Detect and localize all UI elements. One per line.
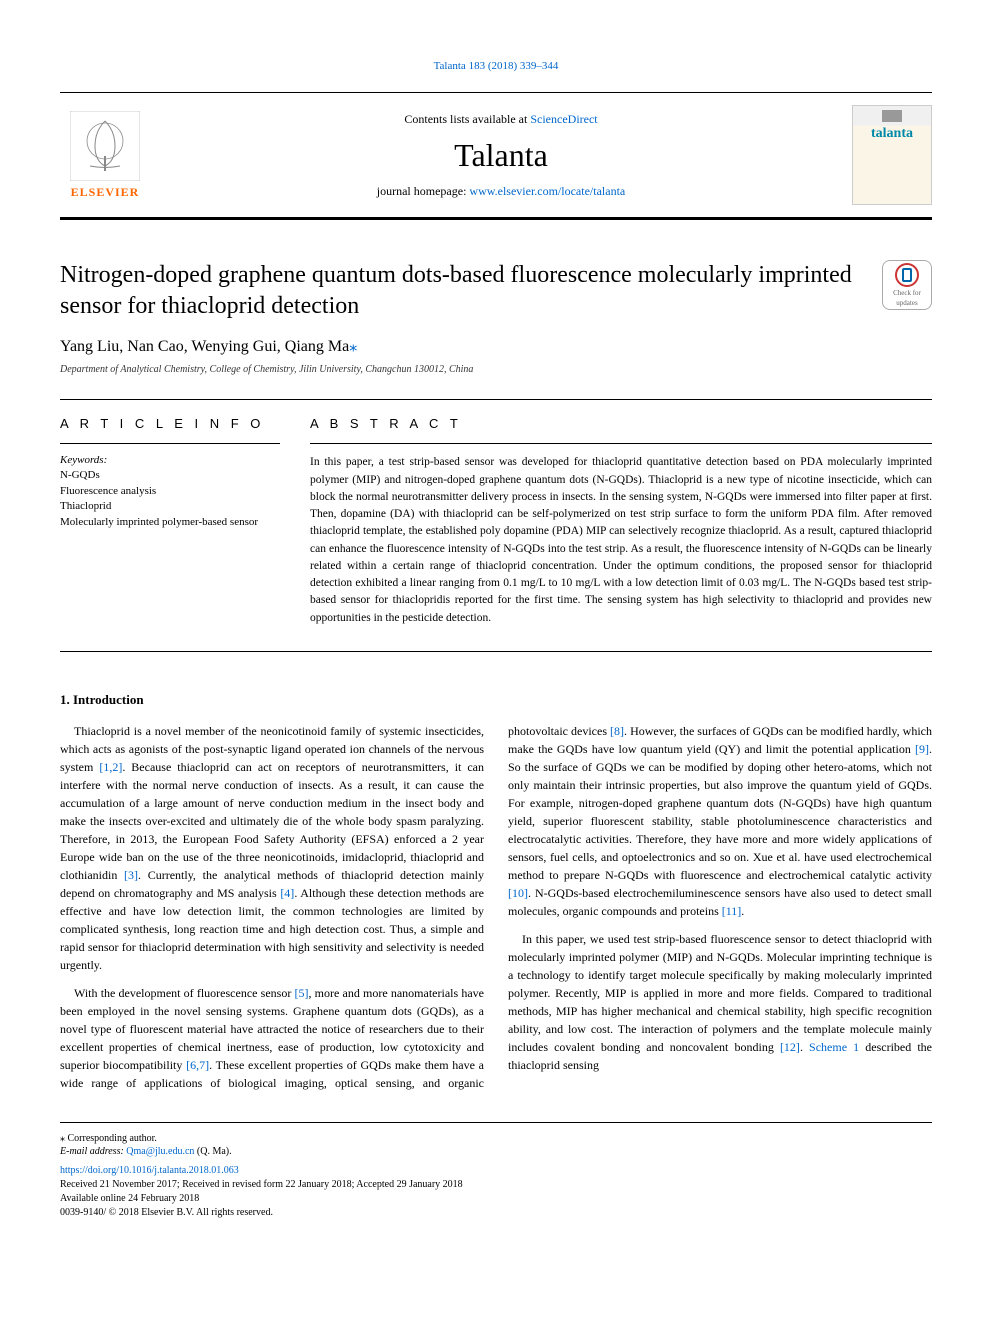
check-updates-badge[interactable]: Check for updates	[882, 260, 932, 310]
header-center: Contents lists available at ScienceDirec…	[150, 112, 852, 199]
section-heading-intro: 1. Introduction	[60, 692, 932, 708]
bookmark-icon	[902, 268, 912, 282]
keyword-3: Thiacloprid	[60, 499, 280, 514]
cover-title: talanta	[871, 126, 913, 142]
info-rule	[60, 443, 280, 444]
check-text-1: Check for	[893, 289, 921, 297]
authors: Yang Liu, Nan Cao, Wenying Gui, Qiang Ma…	[60, 336, 932, 356]
elsevier-logo[interactable]: ELSEVIER	[60, 105, 150, 205]
para-1: Thiacloprid is a novel member of the neo…	[60, 722, 484, 974]
divider-bottom	[60, 651, 932, 652]
top-citation: Talanta 183 (2018) 339–344	[60, 60, 932, 72]
ref-9[interactable]: [9]	[915, 742, 929, 756]
copyright-line: 0039-9140/ © 2018 Elsevier B.V. All righ…	[60, 1206, 932, 1220]
body-columns: Thiacloprid is a novel member of the neo…	[60, 722, 932, 1092]
email-line: E-mail address: Qma@jlu.edu.cn (Q. Ma).	[60, 1146, 932, 1157]
keywords-label: Keywords:	[60, 454, 280, 466]
corresp-marker[interactable]: ⁎	[349, 338, 357, 355]
ref-8[interactable]: [8]	[610, 724, 624, 738]
journal-name: Talanta	[454, 137, 548, 174]
homepage-line: journal homepage: www.elsevier.com/locat…	[377, 184, 625, 199]
abstract-text: In this paper, a test strip-based sensor…	[310, 454, 932, 627]
contents-line: Contents lists available at ScienceDirec…	[404, 112, 597, 127]
info-abstract-row: A R T I C L E I N F O Keywords: N-GQDs F…	[60, 416, 932, 627]
elsevier-label: ELSEVIER	[71, 185, 140, 200]
scheme-1-link[interactable]: Scheme 1	[809, 1040, 859, 1054]
affiliation: Department of Analytical Chemistry, Coll…	[60, 364, 932, 375]
citation-link[interactable]: Talanta 183 (2018) 339–344	[434, 60, 559, 72]
abstract-col: A B S T R A C T In this paper, a test st…	[310, 416, 932, 627]
title-section: Nitrogen-doped graphene quantum dots-bas…	[60, 260, 932, 322]
article-info-col: A R T I C L E I N F O Keywords: N-GQDs F…	[60, 416, 280, 627]
abstract-rule	[310, 443, 932, 444]
ref-10[interactable]: [10]	[508, 886, 528, 900]
footer: ⁎ Corresponding author. E-mail address: …	[60, 1122, 932, 1220]
article-info-heading: A R T I C L E I N F O	[60, 416, 280, 431]
introduction-section: 1. Introduction Thiacloprid is a novel m…	[60, 692, 932, 1092]
online-line: Available online 24 February 2018	[60, 1192, 932, 1206]
abstract-heading: A B S T R A C T	[310, 416, 932, 431]
elsevier-tree-icon	[70, 111, 140, 181]
ref-6-7[interactable]: [6,7]	[186, 1058, 209, 1072]
check-circle-icon	[895, 263, 919, 287]
check-text-2: updates	[896, 299, 917, 307]
cover-mini-logo	[882, 110, 902, 122]
homepage-link[interactable]: www.elsevier.com/locate/talanta	[469, 184, 625, 198]
corresponding-author: ⁎ Corresponding author.	[60, 1133, 932, 1144]
doi-line: https://doi.org/10.1016/j.talanta.2018.0…	[60, 1165, 932, 1176]
keyword-2: Fluorescence analysis	[60, 484, 280, 499]
ref-12[interactable]: [12]	[780, 1040, 800, 1054]
ref-4[interactable]: [4]	[280, 886, 294, 900]
para-3: In this paper, we used test strip-based …	[508, 930, 932, 1074]
ref-5[interactable]: [5]	[295, 986, 309, 1000]
journal-cover[interactable]: talanta	[852, 105, 932, 205]
article-title: Nitrogen-doped graphene quantum dots-bas…	[60, 260, 862, 322]
email-link[interactable]: Qma@jlu.edu.cn	[126, 1146, 194, 1157]
sciencedirect-link[interactable]: ScienceDirect	[530, 112, 597, 126]
ref-11[interactable]: [11]	[722, 904, 742, 918]
dates-line: Received 21 November 2017; Received in r…	[60, 1178, 932, 1192]
keyword-1: N-GQDs	[60, 468, 280, 483]
journal-header: ELSEVIER Contents lists available at Sci…	[60, 92, 932, 220]
ref-1-2[interactable]: [1,2]	[99, 760, 122, 774]
keyword-4: Molecularly imprinted polymer-based sens…	[60, 515, 280, 530]
doi-link[interactable]: https://doi.org/10.1016/j.talanta.2018.0…	[60, 1165, 239, 1176]
divider-top	[60, 399, 932, 400]
ref-3[interactable]: [3]	[124, 868, 138, 882]
